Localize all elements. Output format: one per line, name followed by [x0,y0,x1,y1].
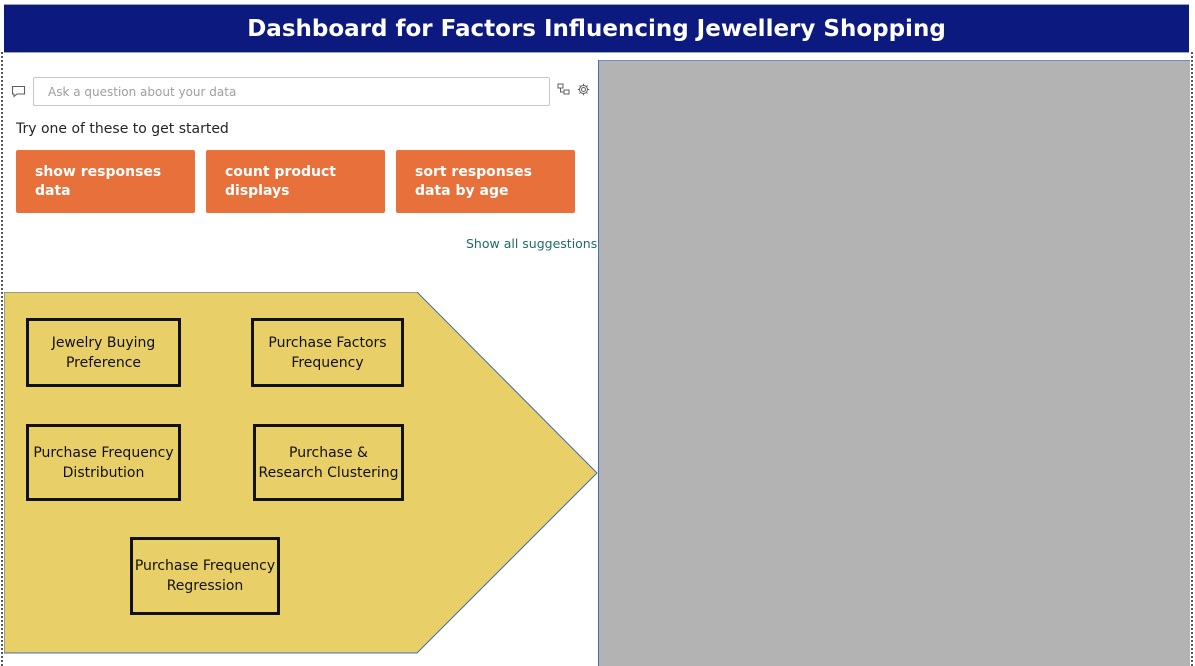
visual-placeholder-panel [598,60,1190,666]
canvas-border-right [1191,52,1193,666]
canvas-border-left [1,52,3,666]
hierarchy-icon[interactable] [557,83,570,96]
nav-button-purchase-frequency-regression[interactable]: Purchase Frequency Regression [130,537,280,615]
gear-icon[interactable] [577,83,590,96]
qa-prompt-text: Try one of these to get started [16,121,229,137]
suggestion-show-responses-data[interactable]: show responses data [16,150,195,213]
chat-icon [11,85,26,98]
navigation-arrow-shape [4,292,598,654]
suggestion-count-product-displays[interactable]: count product displays [206,150,385,213]
suggestion-sort-responses-by-age[interactable]: sort responses data by age [396,150,575,213]
qa-question-input[interactable] [33,77,550,106]
page-title: Dashboard for Factors Influencing Jewell… [4,4,1189,53]
nav-button-purchase-frequency-distribution[interactable]: Purchase Frequency Distribution [26,424,181,501]
show-all-suggestions-link[interactable]: Show all suggestions [466,236,598,251]
nav-button-purchase-factors-frequency[interactable]: Purchase Factors Frequency [251,318,404,387]
nav-button-purchase-research-clustering[interactable]: Purchase & Research Clustering [253,424,404,501]
nav-button-jewelry-buying-preference[interactable]: Jewelry Buying Preference [26,318,181,387]
